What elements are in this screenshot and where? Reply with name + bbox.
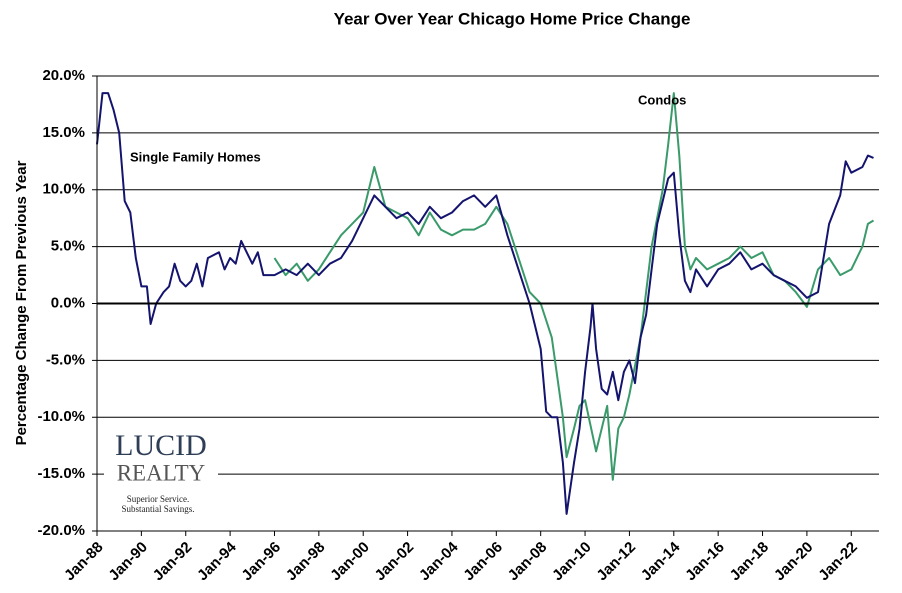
x-tick-label: Jan-12 <box>593 539 639 585</box>
y-tick-label: 15.0% <box>42 124 85 141</box>
y-tick-label: -20.0% <box>37 522 85 539</box>
logo-tagline: Superior Service. <box>127 494 189 504</box>
x-tick-label: Jan-08 <box>505 539 551 585</box>
y-tick-label: 10.0% <box>42 181 85 198</box>
y-tick-label: 5.0% <box>51 238 85 255</box>
x-tick-label: Jan-94 <box>194 538 240 584</box>
plot <box>96 92 875 515</box>
x-tick-label: Jan-22 <box>815 539 861 585</box>
y-tick-label: 0.0% <box>51 294 85 311</box>
series-line <box>96 92 874 515</box>
x-tick-label: Jan-00 <box>327 539 373 585</box>
y-axis-label: Percentage Change From Previous Year <box>13 160 30 445</box>
y-tick-label: -10.0% <box>37 408 85 425</box>
y-tick-label: -5.0% <box>46 351 85 368</box>
logo-name: REALTY <box>117 460 206 485</box>
x-tick-label: Jan-10 <box>549 539 595 585</box>
x-tick-label: Jan-98 <box>283 539 329 585</box>
x-tick-label: Jan-14 <box>638 538 684 584</box>
chart-title: Year Over Year Chicago Home Price Change <box>334 9 691 28</box>
y-tick-label: 20.0% <box>42 67 85 84</box>
x-tick-label: Jan-90 <box>105 539 151 585</box>
logo-tagline: Substantial Savings. <box>121 504 194 514</box>
logo-background <box>104 425 218 517</box>
x-tick-label: Jan-88 <box>61 539 107 585</box>
x-tick-label: Jan-02 <box>372 539 418 585</box>
annotation: Single Family Homes <box>130 149 261 164</box>
x-tick-label: Jan-96 <box>238 539 284 585</box>
logo-name: LUCID <box>115 429 207 462</box>
series-line <box>273 92 875 481</box>
x-tick-label: Jan-06 <box>460 539 506 585</box>
x-tick-label: Jan-04 <box>416 538 462 584</box>
annotation: Condos <box>638 92 686 107</box>
logo: LUCID REALTY Superior Service. Substanti… <box>104 425 218 517</box>
y-tick-label: -15.0% <box>37 465 85 482</box>
x-tick-label: Jan-92 <box>150 539 196 585</box>
x-tick-label: Jan-16 <box>682 539 728 585</box>
x-tick-label: Jan-20 <box>771 539 817 585</box>
x-tick-label: Jan-18 <box>727 539 773 585</box>
